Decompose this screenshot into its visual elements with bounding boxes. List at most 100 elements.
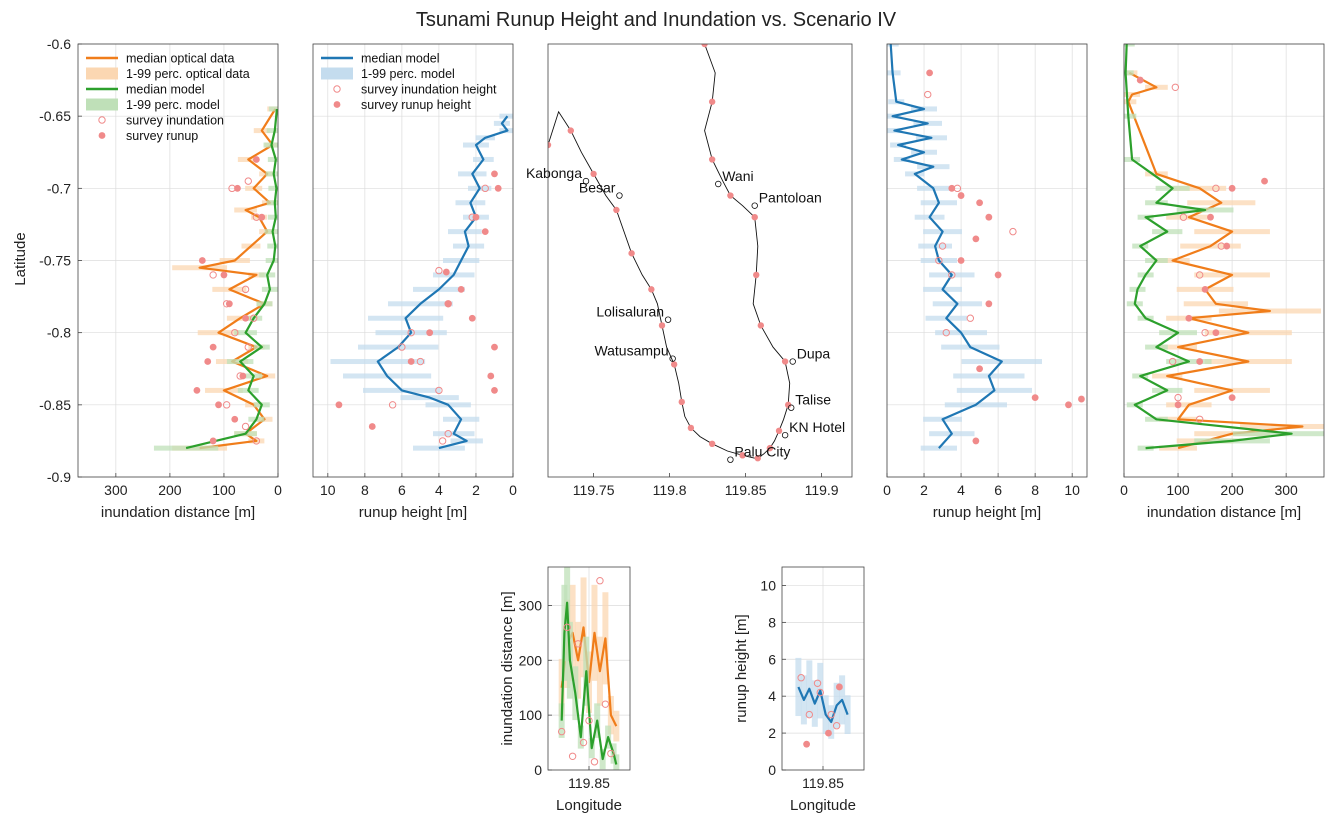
survey-point-open xyxy=(252,437,261,445)
percentile-band xyxy=(795,657,802,717)
percentile-band xyxy=(265,171,278,177)
percentile-band xyxy=(267,156,278,162)
legend-filled-marker xyxy=(333,101,341,108)
survey-point-filled xyxy=(957,192,965,199)
survey-location-marker xyxy=(590,170,597,178)
y-tick-label: 100 xyxy=(519,707,543,723)
percentile-band xyxy=(844,695,851,735)
place-label: Palu City xyxy=(734,444,790,460)
plot-area xyxy=(548,44,852,477)
legend-band-swatch xyxy=(86,67,118,80)
survey-location-marker xyxy=(701,44,708,48)
legend-label: 1-99 perc. model xyxy=(361,67,455,81)
survey-point-filled xyxy=(1228,184,1236,192)
survey-point-filled xyxy=(220,271,228,279)
percentile-band xyxy=(887,44,899,47)
place-label: Watusampu xyxy=(594,343,668,359)
survey-point-open xyxy=(1179,213,1188,221)
y-tick-label: -0.85 xyxy=(39,397,71,413)
survey-point-filled xyxy=(239,372,247,380)
survey-location-marker xyxy=(757,322,764,329)
survey-point-open xyxy=(435,386,443,395)
legend-label: median model xyxy=(126,83,205,97)
coastline-coast-west xyxy=(548,110,755,459)
panel-east-inundation: 0 100 200 300 inundation distance [m] xyxy=(1120,43,1325,521)
x-axis-label: runup height [m] xyxy=(933,504,1041,521)
survey-point-open xyxy=(579,738,588,747)
legend-label: median model xyxy=(361,52,440,66)
survey-point-open xyxy=(241,422,250,431)
place-label: Wani xyxy=(722,168,753,184)
survey-point-open xyxy=(942,328,950,337)
survey-point-open xyxy=(435,266,443,275)
survey-point-filled xyxy=(976,199,983,207)
survey-location-marker xyxy=(784,401,792,409)
series-line-model-green xyxy=(1124,44,1293,450)
place-label: Besar xyxy=(579,180,616,196)
survey-point-filled xyxy=(803,740,810,748)
survey-point-filled xyxy=(215,401,222,409)
survey-point-open xyxy=(244,343,252,351)
legend-label: 1-99 perc. model xyxy=(126,98,220,112)
percentile-band xyxy=(1159,445,1197,451)
survey-point-open xyxy=(1212,184,1220,193)
survey-location-marker xyxy=(775,427,783,435)
survey-point-filled xyxy=(1174,401,1182,409)
survey-point-filled xyxy=(225,300,233,308)
place-marker xyxy=(616,192,623,199)
survey-point-open xyxy=(797,674,805,682)
y-tick-label: -0.65 xyxy=(39,108,71,124)
legend-label: survey inundation xyxy=(126,114,224,128)
x-tick-label: 10 xyxy=(320,482,336,498)
survey-point-open xyxy=(938,242,947,250)
survey-point-filled xyxy=(209,343,217,351)
x-tick-label: 119.8 xyxy=(653,482,687,498)
x-tick-label: 119.85 xyxy=(725,482,767,498)
survey-point-open xyxy=(966,314,975,322)
survey-point-open xyxy=(816,688,824,697)
survey-point-filled xyxy=(491,170,498,178)
x-axis-label: runup height [m] xyxy=(359,504,467,521)
x-axis-label: inundation distance [m] xyxy=(1147,504,1301,521)
series-line-model-blue xyxy=(889,44,1003,449)
place-label: KN Hotel xyxy=(789,419,845,435)
place-marker xyxy=(715,180,722,188)
place-marker xyxy=(789,358,796,365)
survey-point-filled xyxy=(1065,401,1072,409)
x-tick-label: 4 xyxy=(957,482,965,498)
survey-point-open xyxy=(1201,328,1209,337)
y-tick-label: -0.9 xyxy=(47,469,71,485)
survey-point-filled xyxy=(368,423,376,430)
y-tick-label: -0.75 xyxy=(39,253,71,269)
plot-body xyxy=(330,113,513,451)
survey-point-open xyxy=(222,401,231,409)
survey-point-open xyxy=(1168,357,1177,366)
survey-point-filled xyxy=(1201,285,1209,293)
legend-open-marker xyxy=(333,85,341,93)
x-tick-label: 4 xyxy=(435,482,443,498)
percentile-band xyxy=(1124,44,1135,47)
survey-point-filled xyxy=(1078,395,1085,403)
place-label: Lolisaluran xyxy=(596,304,664,320)
legend-label: median optical data xyxy=(126,52,234,66)
percentile-band xyxy=(1124,70,1134,76)
survey-location-marker xyxy=(708,98,716,105)
x-axis-label: inundation distance [m] xyxy=(101,504,255,521)
survey-location-marker xyxy=(687,424,695,432)
legend-band-swatch xyxy=(86,98,118,111)
survey-location-marker xyxy=(678,398,685,406)
y-tick-label: 2 xyxy=(768,725,776,741)
survey-location-marker xyxy=(727,192,734,199)
survey-point-open xyxy=(827,710,835,719)
place-label: Dupa xyxy=(797,346,831,362)
x-tick-label: 0 xyxy=(883,482,891,498)
x-tick-label: 2 xyxy=(920,482,928,498)
survey-point-filled xyxy=(1185,314,1193,322)
survey-point-filled xyxy=(1261,177,1268,185)
survey-point-open xyxy=(231,328,239,337)
series-line-model-blue xyxy=(797,686,849,724)
survey-point-open xyxy=(398,343,406,351)
survey-point-open xyxy=(241,285,250,294)
survey-point-filled xyxy=(957,257,965,264)
